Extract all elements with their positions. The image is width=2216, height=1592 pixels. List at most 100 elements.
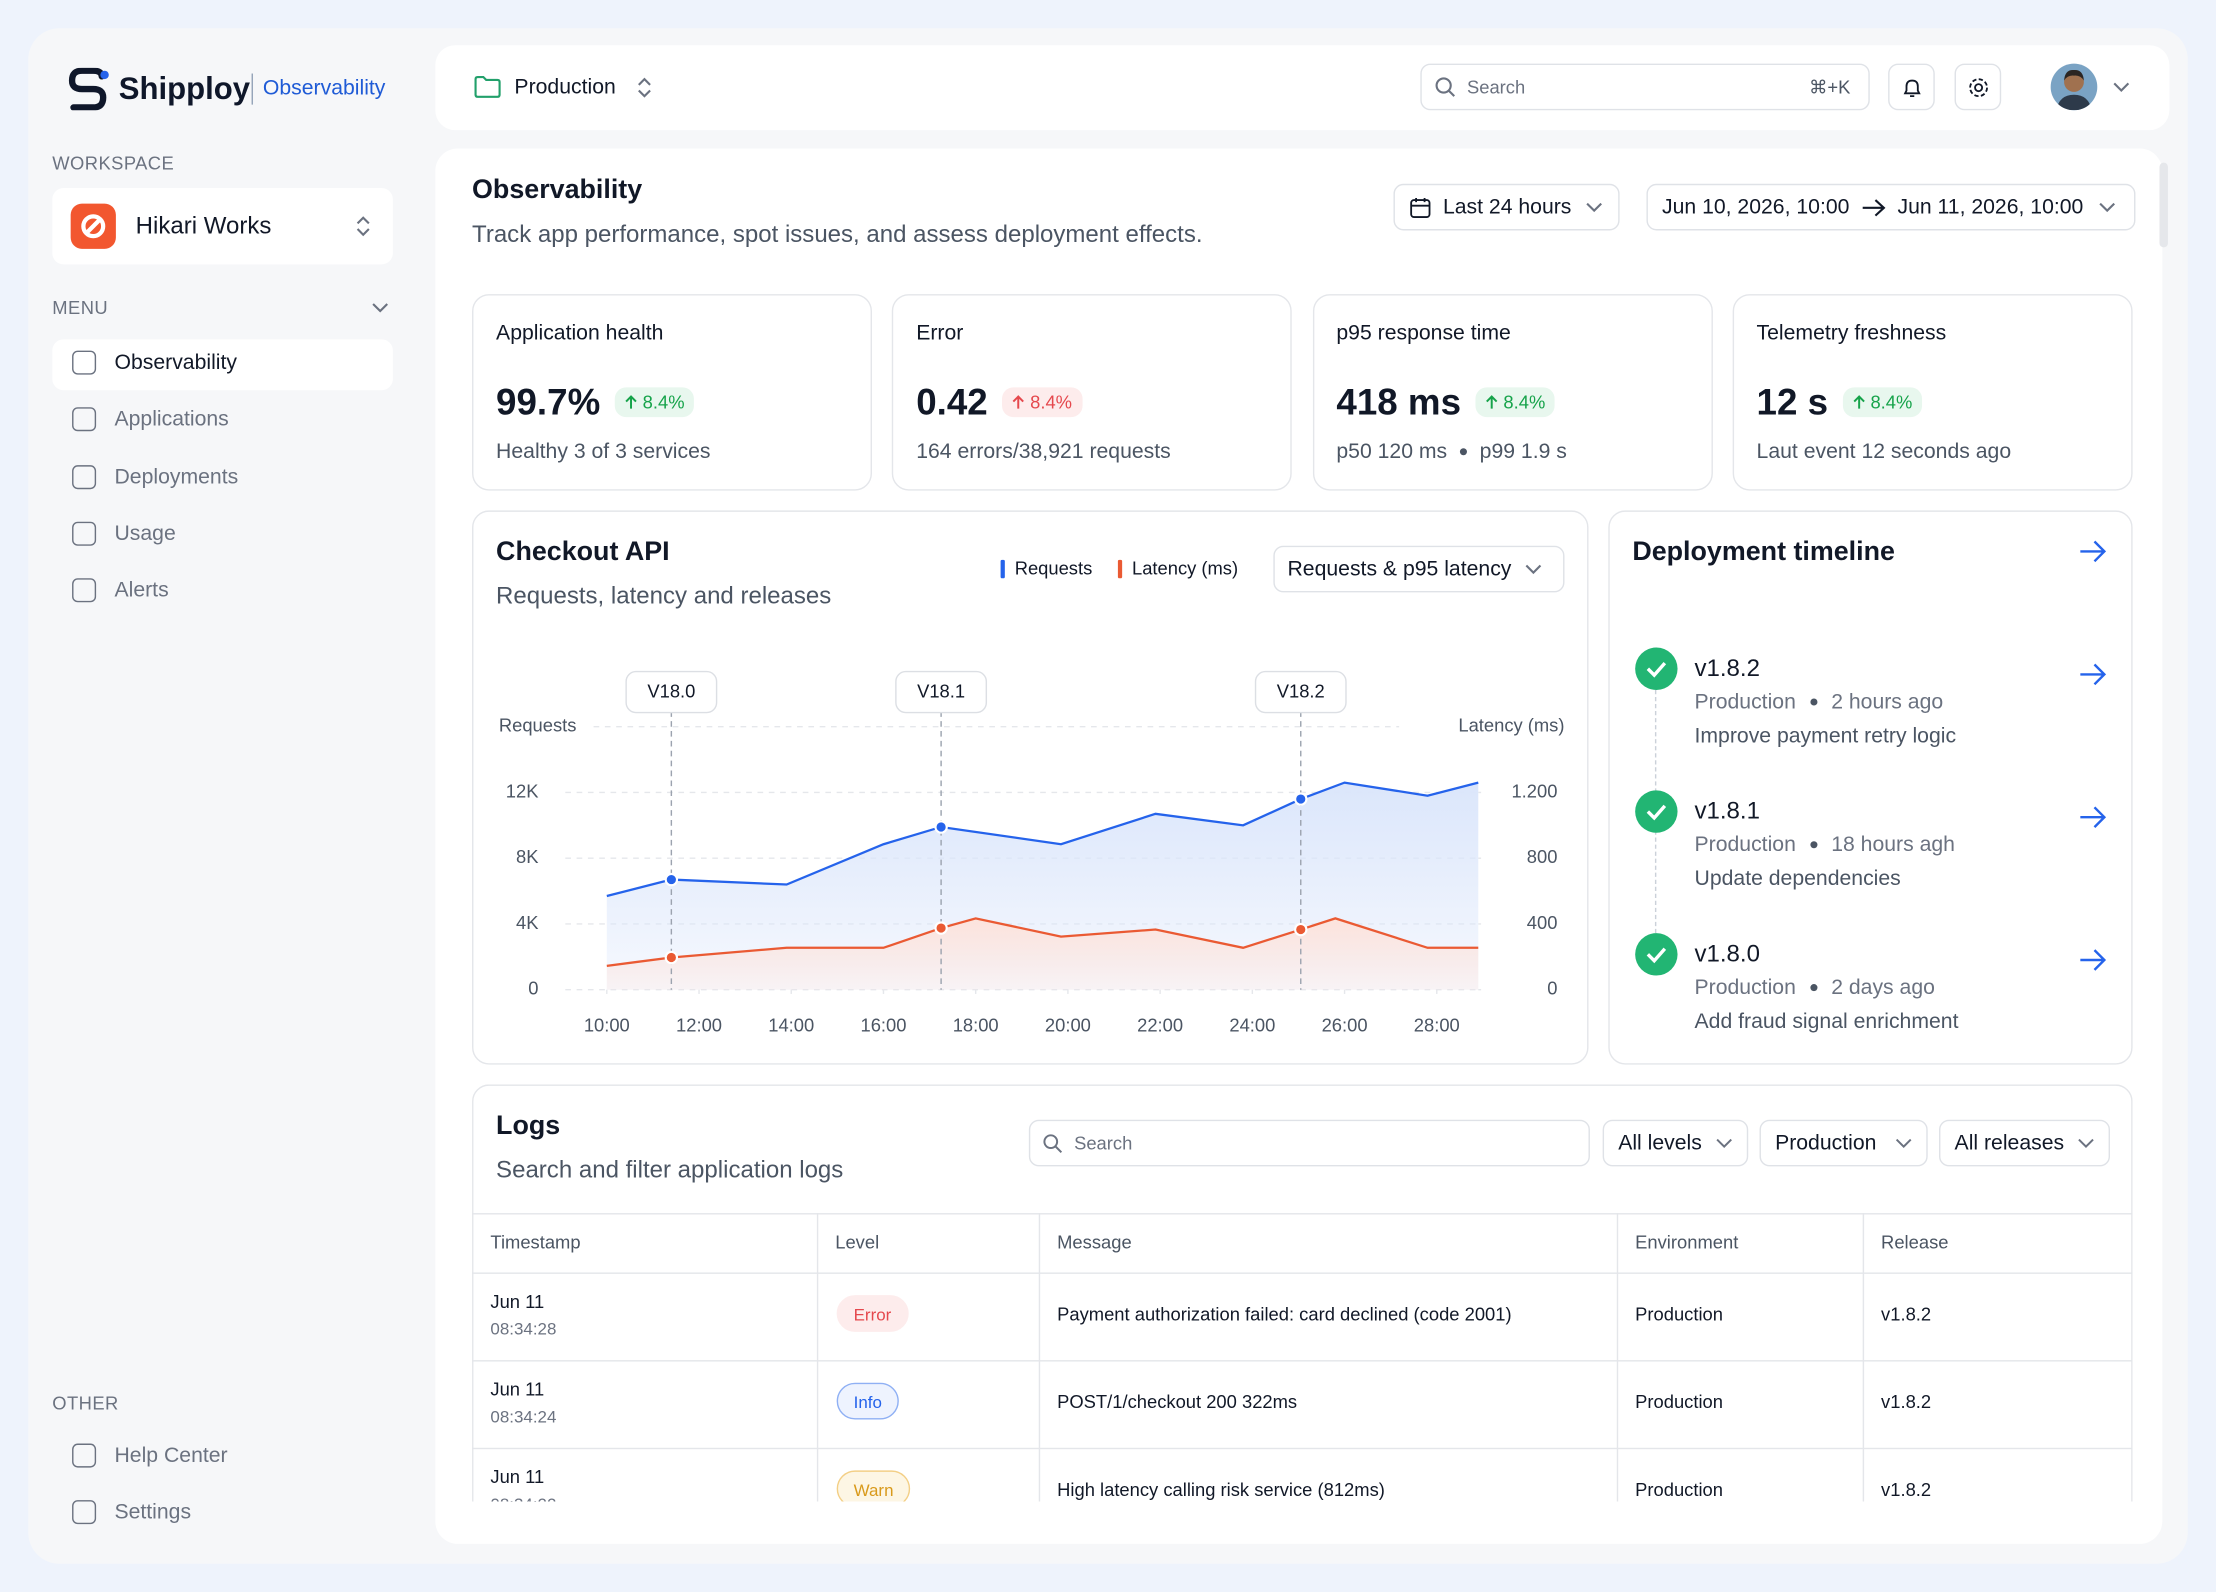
date-to: Jun 11, 2026, 10:00 — [1897, 195, 2084, 220]
nav-item[interactable]: Usage — [114, 521, 176, 546]
deploy-meta: Production 2 days ago — [1695, 976, 1935, 1000]
bullet — [1810, 984, 1818, 992]
nav-item[interactable]: Deployments — [114, 464, 239, 489]
date-range[interactable]: Jun 10, 2026, 10:00 Jun 11, 2026, 10:00 — [1646, 183, 2136, 231]
kpi-label: p95 response time — [1336, 320, 1511, 345]
kpi-row: 99.7% 8.4% — [496, 380, 695, 424]
area — [606, 782, 1479, 990]
deploy-meta: Production 2 hours ago — [1695, 690, 1944, 714]
point — [664, 872, 679, 887]
status-check — [1635, 790, 1678, 833]
column-divider — [1616, 1213, 1619, 1502]
point — [934, 820, 948, 834]
kpi-note-part: p99 1.9 s — [1479, 439, 1567, 464]
log-environment: Production — [1635, 1478, 1723, 1501]
deploy-env: Production — [1694, 832, 1796, 857]
y2-tick-label: 0 — [1547, 978, 1557, 999]
line — [606, 781, 1479, 898]
log-release: v1.8.2 — [1881, 1391, 1932, 1413]
kpi-value: 12 s — [1756, 380, 1829, 423]
level-badge: Warn — [836, 1470, 911, 1502]
y-tick-label: 4K — [516, 912, 539, 933]
chart-selector[interactable]: Requests & p95 latency — [1273, 545, 1565, 593]
logs-card — [472, 1084, 2133, 1502]
y2-tick-label: 800 — [1527, 846, 1558, 867]
arrow-link[interactable] — [2079, 539, 2107, 564]
filter-dropdown[interactable]: All releases — [1939, 1119, 2111, 1167]
search-box[interactable] — [1420, 63, 1870, 111]
section-label: WORKSPACE — [52, 152, 175, 174]
topbar — [435, 45, 2170, 131]
nav-icon — [72, 578, 97, 603]
column-header: Level — [835, 1231, 880, 1253]
kpi-change: 8.4% — [1503, 391, 1546, 413]
nav-item[interactable]: Help Center — [114, 1443, 228, 1468]
date-from: Jun 10, 2026, 10:00 — [1662, 195, 1850, 220]
release-label: V18.0 — [647, 681, 695, 702]
chevrons — [356, 216, 370, 237]
legend-label: Requests — [1015, 558, 1093, 579]
column-divider — [1862, 1213, 1865, 1502]
settings-button[interactable] — [1954, 63, 2002, 111]
workspace-name: Hikari Works — [135, 212, 272, 239]
column-divider — [816, 1213, 819, 1502]
nav-item[interactable]: Observability — [114, 350, 238, 375]
search-placeholder: Search — [1466, 76, 1526, 98]
kpi-note: Healthy 3 of 3 services — [496, 440, 710, 464]
area — [606, 918, 1479, 990]
bullet — [1810, 841, 1818, 849]
x-tick-label: 28:00 — [1414, 1014, 1460, 1035]
deploy-time: 2 days ago — [1831, 975, 1935, 1000]
nav-active-bg — [52, 339, 393, 391]
arrow-link[interactable] — [2079, 947, 2107, 980]
brand-product: Observability — [262, 76, 386, 101]
avatar[interactable] — [2050, 63, 2098, 111]
nav-icon — [72, 1500, 97, 1525]
page-title: Observability — [472, 175, 643, 206]
nav-icon — [72, 407, 97, 432]
arrow-up — [1485, 395, 1498, 409]
kpi-card: Telemetry freshness 12 s 8.4% Laut event 12… — [1732, 294, 2133, 491]
y-tick-label: 0 — [528, 978, 538, 999]
chevron — [1895, 1138, 1912, 1148]
environment-selector[interactable]: Production — [514, 74, 616, 99]
notifications-button[interactable] — [1888, 63, 1935, 111]
page-subtitle: Track app performance, spot issues, and … — [472, 220, 1203, 248]
nav-icon — [72, 521, 97, 546]
point — [664, 950, 679, 965]
kpi-row: 12 s 8.4% — [1757, 380, 1923, 424]
filter-text: All levels — [1618, 1131, 1702, 1156]
filter-dropdown[interactable]: All levels — [1602, 1119, 1749, 1167]
column-header: Message — [1057, 1231, 1132, 1253]
column-header: Timestamp — [490, 1231, 581, 1253]
range-selector[interactable]: Last 24 hours — [1393, 183, 1620, 231]
kpi-value: 418 ms — [1336, 380, 1462, 423]
y-tick-label: 8K — [516, 846, 539, 867]
arrow-link[interactable] — [2079, 804, 2107, 837]
x-tick-label: 24:00 — [1229, 1014, 1275, 1035]
search-icon — [1435, 77, 1456, 97]
nav-item[interactable]: Applications — [114, 407, 229, 432]
x-tick-label: 10:00 — [584, 1014, 630, 1035]
deploy-version: v1.8.1 — [1694, 797, 1760, 825]
filter-dropdown[interactable]: Production — [1759, 1119, 1928, 1167]
log-release: v1.8.2 — [1881, 1478, 1932, 1501]
log-message: Payment authorization failed: card decli… — [1057, 1303, 1512, 1325]
nav-item[interactable]: Settings — [114, 1500, 192, 1525]
log-date: Jun 11 — [490, 1466, 545, 1488]
nav-item[interactable]: Alerts — [114, 578, 169, 603]
kpi-value: 99.7% — [496, 380, 601, 423]
logs-search[interactable]: Search — [1028, 1119, 1590, 1167]
release-label: V18.1 — [917, 681, 965, 702]
arrow-link[interactable] — [2079, 662, 2107, 695]
x-tick-label: 14:00 — [768, 1014, 814, 1035]
release-box — [895, 670, 988, 714]
logs-title: Logs — [496, 1111, 561, 1141]
kpi-card: p95 response time 418 ms 8.4% p50 120 ms p99… — [1312, 294, 1713, 491]
release-box — [1254, 670, 1347, 714]
x-tick-label: 16:00 — [860, 1014, 906, 1035]
y-tick-label: 12K — [506, 780, 539, 801]
bullet — [1459, 448, 1467, 456]
log-time: 08:34:28 — [490, 1319, 557, 1339]
